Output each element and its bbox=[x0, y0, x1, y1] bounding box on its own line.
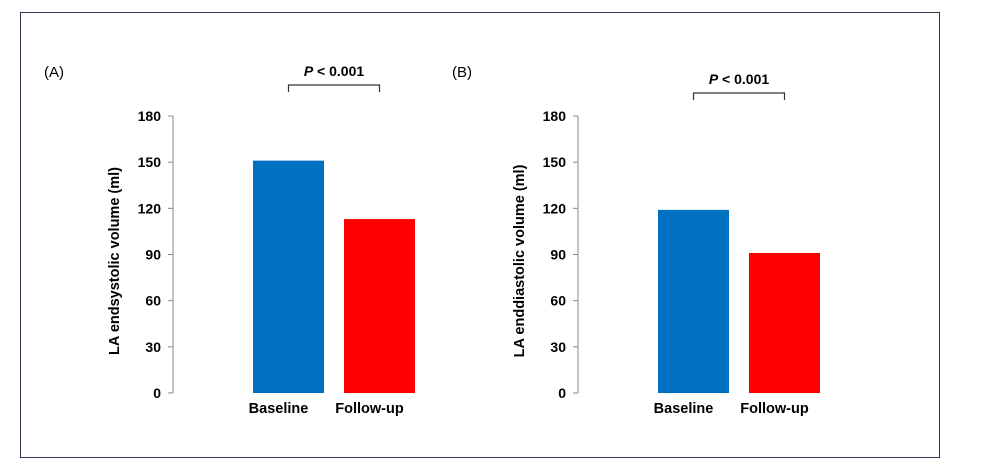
chart-2-y-tick-label-180: 180 bbox=[543, 108, 567, 124]
chart-1-bar-baseline bbox=[253, 160, 324, 393]
chart-1-significance-label: P < 0.001 bbox=[304, 63, 365, 79]
chart-1-y-tick-label-0: 0 bbox=[153, 385, 161, 401]
chart-2-bar-baseline bbox=[658, 209, 729, 393]
chart-2-y-tick-label-120: 120 bbox=[543, 200, 567, 216]
chart-1-y-tick-label-60: 60 bbox=[145, 293, 161, 309]
chart-1-y-tick-label-90: 90 bbox=[145, 247, 161, 263]
chart-2-bar-follow-up bbox=[749, 252, 820, 393]
figure-frame: (A) 0 30 60 90 120 150 180 Baseline Follow-up LA e… bbox=[20, 12, 940, 458]
chart-2-y-tick-label-0: 0 bbox=[558, 385, 566, 401]
chart-1-category-label-2: Follow-up bbox=[335, 401, 404, 417]
chart-2-y-tick-label-30: 30 bbox=[550, 339, 566, 355]
chart-2-panel-label: (B) bbox=[452, 64, 472, 81]
chart-1-panel-label: (A) bbox=[44, 64, 64, 81]
chart-2-significance-bracket bbox=[692, 92, 786, 100]
chart-1-y-tick-label-120: 120 bbox=[138, 200, 162, 216]
chart-1-y-tick-label-150: 150 bbox=[138, 154, 162, 170]
chart-2-category-label-1: Baseline bbox=[654, 401, 714, 417]
chart-1-y-axis-label: LA endsystolic volume (ml) bbox=[107, 167, 123, 355]
bar-charts: (A) 0 30 60 90 120 150 180 Baseline Follow-up LA e… bbox=[44, 63, 820, 417]
chart-1-significance-bracket bbox=[287, 84, 381, 92]
chart-1-bar-follow-up bbox=[344, 219, 415, 393]
chart-1-y-tick-label-180: 180 bbox=[138, 108, 162, 124]
chart-1-category-label-1: Baseline bbox=[249, 401, 309, 417]
chart-2-category-label-2: Follow-up bbox=[740, 401, 809, 417]
chart-2-y-tick-label-60: 60 bbox=[550, 293, 566, 309]
chart-1-y-tick-label-30: 30 bbox=[145, 339, 161, 355]
chart-2-y-tick-label-90: 90 bbox=[550, 247, 566, 263]
chart-2-y-tick-label-150: 150 bbox=[543, 154, 567, 170]
chart-2-y-axis-label: LA enddiastolic volume (ml) bbox=[512, 164, 528, 357]
chart-2-significance-label: P < 0.001 bbox=[709, 71, 770, 87]
